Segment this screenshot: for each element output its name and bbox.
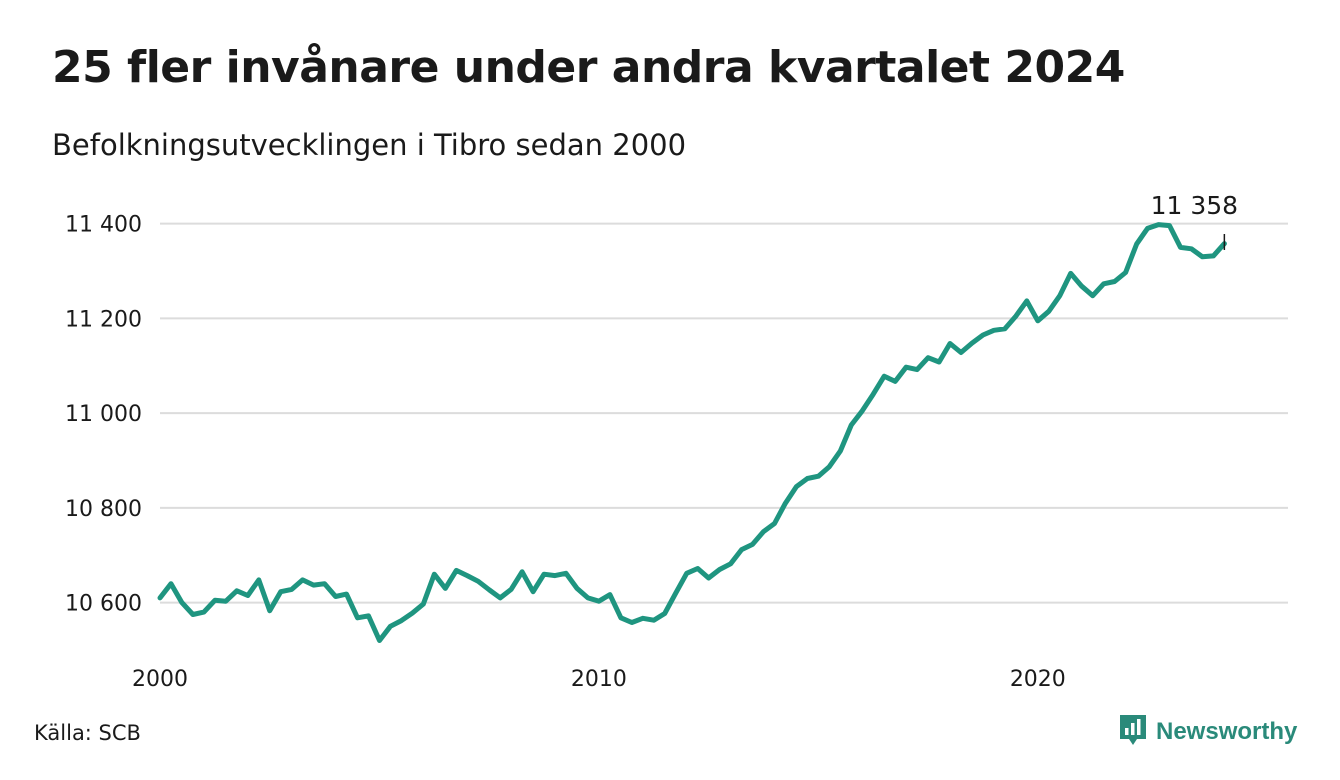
newsworthy-logo-icon (1118, 713, 1148, 751)
y-axis-labels: 10 600 10 800 11 000 11 200 11 400 (65, 213, 142, 617)
population-series-line (157, 222, 1227, 643)
annotation-layer: 11 358 (1151, 191, 1238, 250)
series-layer (157, 222, 1227, 643)
y-tick-label: 10 600 (65, 592, 142, 617)
chart-title: 25 fler invånare under andra kvartalet 2… (52, 42, 1125, 93)
source-note: Källa: SCB (34, 721, 141, 745)
y-tick-label: 11 400 (65, 213, 142, 238)
end-value-label: 11 358 (1151, 191, 1238, 220)
x-axis-labels: 2000 2010 2020 (132, 667, 1066, 692)
x-tick-label: 2020 (1010, 667, 1066, 692)
y-tick-label: 11 200 (65, 307, 142, 332)
chart-subtitle: Befolkningsutvecklingen i Tibro sedan 20… (52, 128, 687, 162)
y-tick-label: 11 000 (65, 402, 142, 427)
x-tick-label: 2010 (571, 667, 627, 692)
newsworthy-logo[interactable]: Newsworthy (1118, 713, 1297, 751)
y-tick-label: 10 800 (65, 497, 142, 522)
brand-name: Newsworthy (1156, 718, 1298, 745)
x-tick-label: 2000 (132, 667, 188, 692)
